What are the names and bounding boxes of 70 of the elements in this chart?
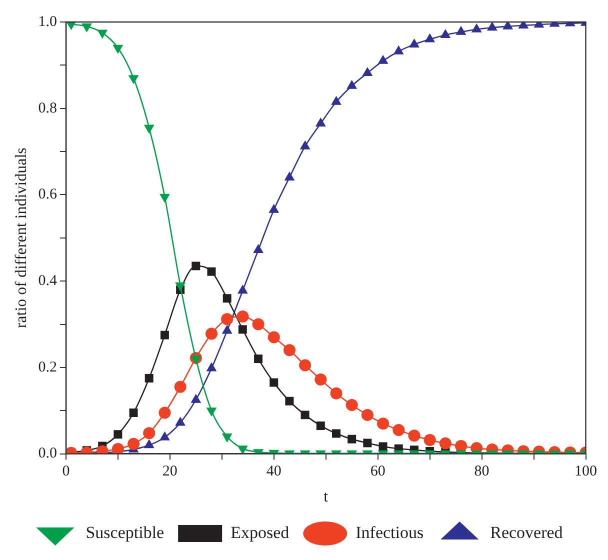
x-tick-label: 60 bbox=[370, 464, 386, 480]
point bbox=[128, 438, 140, 450]
legend-label: Exposed bbox=[230, 522, 290, 542]
point bbox=[377, 418, 390, 430]
point bbox=[439, 437, 452, 450]
y-axis-title: ratio of different individuals bbox=[12, 148, 30, 328]
point bbox=[175, 416, 186, 426]
point bbox=[221, 313, 234, 326]
point bbox=[160, 330, 169, 340]
legend-label: Susceptible bbox=[86, 522, 164, 542]
point bbox=[222, 324, 232, 334]
point bbox=[392, 424, 405, 436]
y-tick-label: 0.2 bbox=[38, 359, 57, 376]
point bbox=[348, 434, 356, 444]
point bbox=[363, 438, 372, 448]
x-tick-label: 20 bbox=[162, 464, 178, 480]
x-tick-label: 40 bbox=[266, 464, 282, 480]
x-tick-label: 0 bbox=[62, 464, 70, 480]
x-tick-label: 100 bbox=[574, 464, 597, 480]
point bbox=[205, 328, 218, 340]
point bbox=[252, 318, 264, 330]
point bbox=[378, 442, 388, 451]
x-axis-title: t bbox=[324, 488, 329, 506]
point bbox=[237, 284, 248, 294]
point bbox=[268, 331, 280, 344]
point bbox=[346, 399, 358, 412]
point bbox=[143, 427, 156, 440]
point bbox=[254, 354, 263, 364]
y-tick-label: 0.6 bbox=[38, 186, 58, 203]
point bbox=[114, 430, 122, 439]
point bbox=[158, 406, 171, 419]
point bbox=[160, 431, 170, 440]
point bbox=[112, 44, 124, 54]
point bbox=[192, 262, 200, 270]
point bbox=[316, 421, 325, 430]
point bbox=[144, 439, 154, 448]
point bbox=[128, 75, 139, 84]
point bbox=[300, 410, 310, 420]
y-tick-label: 0.0 bbox=[38, 446, 57, 462]
y-tick-label: 0.8 bbox=[38, 100, 57, 116]
point bbox=[424, 434, 436, 446]
point bbox=[112, 443, 124, 454]
legend-label: Recovered bbox=[490, 522, 564, 542]
point bbox=[408, 430, 420, 442]
point bbox=[299, 359, 312, 372]
point bbox=[330, 387, 342, 400]
point bbox=[270, 378, 278, 387]
point bbox=[144, 374, 154, 382]
point bbox=[206, 362, 217, 372]
point bbox=[175, 282, 186, 292]
point bbox=[144, 124, 154, 134]
point bbox=[283, 344, 296, 356]
point bbox=[236, 310, 249, 322]
point bbox=[129, 408, 138, 418]
point bbox=[238, 325, 247, 334]
point bbox=[361, 408, 374, 421]
y-tick-label: 1.0 bbox=[38, 14, 57, 30]
point bbox=[332, 429, 340, 438]
legend-label: Infectious bbox=[356, 522, 424, 542]
point bbox=[82, 23, 92, 32]
point bbox=[190, 394, 202, 403]
point bbox=[314, 374, 327, 386]
x-tick-label: 80 bbox=[474, 464, 490, 480]
point bbox=[222, 294, 232, 303]
point bbox=[160, 194, 170, 203]
point bbox=[97, 30, 108, 39]
point bbox=[207, 267, 216, 276]
y-tick-label: 0.4 bbox=[38, 273, 58, 290]
point bbox=[174, 380, 186, 393]
point bbox=[285, 396, 294, 406]
